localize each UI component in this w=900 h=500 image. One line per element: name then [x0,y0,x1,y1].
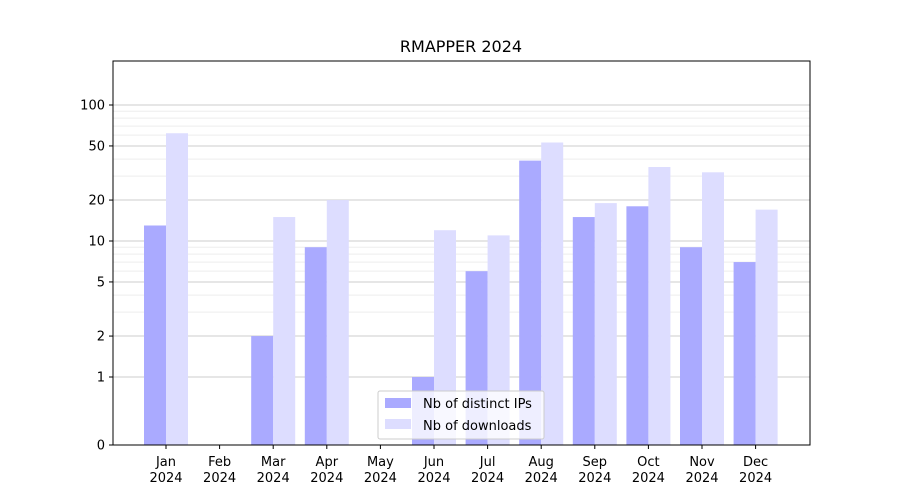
x-tick-label-month: Jun [423,455,444,470]
legend-label-distinct-ips: Nb of distinct IPs [423,397,532,412]
bar-distinct-ips [519,160,542,445]
x-tick-label-month: May [367,455,394,470]
x-tick-label-month: Aug [529,455,554,470]
bar-distinct-ips [572,217,595,445]
x-tick-label-month: Oct [637,455,659,470]
plot-frame [112,60,811,446]
x-tick-label-year: 2024 [578,471,611,486]
x-tick-label-month: Feb [208,455,231,470]
bar-distinct-ips [626,206,649,445]
legend: Nb of distinct IPs Nb of downloads [377,390,545,440]
x-tick-label-year: 2024 [310,471,343,486]
x-tick-label-year: 2024 [525,471,558,486]
bar-downloads [648,167,671,445]
x-tick-label-year: 2024 [149,471,182,486]
bar-downloads [326,200,349,445]
x-tick-label-year: 2024 [739,471,772,486]
x-tick-label-month: Mar [261,455,286,470]
y-tick-label: 0 [97,439,105,454]
x-tick-label-year: 2024 [417,471,450,486]
x-tick-label-year: 2024 [685,471,718,486]
bar-downloads [273,217,296,445]
x-tick-label-month: Jul [479,455,496,470]
x-tick-label-year: 2024 [364,471,397,486]
x-tick-label-month: Sep [583,455,608,470]
bar-downloads [166,133,188,445]
legend-swatch-downloads [385,419,411,429]
bar-distinct-ips [144,225,166,445]
x-tick-label-month: Apr [316,455,339,470]
y-axis: 0 1 2 5 10 20 50 100 [80,99,113,454]
bar-distinct-ips [680,247,702,445]
y-tick-label: 50 [88,139,105,154]
x-tick-label-year: 2024 [203,471,236,486]
y-tick-label: 20 [88,194,105,209]
y-tick-label: 1 [97,371,105,386]
x-tick-label-month: Jan [155,455,176,470]
bar-downloads [755,209,778,445]
bar-distinct-ips [733,262,756,445]
chart-title: RMAPPER 2024 [400,37,522,56]
grid-lines [113,104,810,378]
y-tick-label: 2 [97,330,105,345]
bar-distinct-ips [304,247,327,445]
legend-swatch-distinct-ips [385,398,411,408]
legend-label-downloads: Nb of downloads [423,419,532,434]
bar-downloads [541,142,564,445]
y-tick-label: 100 [80,99,105,114]
x-tick-label-year: 2024 [257,471,290,486]
bar-downloads [702,172,724,445]
y-tick-label: 5 [97,275,105,290]
x-axis: Jan2024Feb2024Mar2024Apr2024May2024Jun20… [149,445,772,486]
legend-box [377,390,545,440]
x-tick-label-year: 2024 [471,471,504,486]
bar-downloads [594,203,617,445]
x-tick-label-month: Nov [689,455,715,470]
bar-distinct-ips [251,336,274,445]
x-tick-label-month: Dec [743,455,768,470]
x-tick-label-year: 2024 [632,471,665,486]
y-tick-label: 10 [88,235,105,250]
